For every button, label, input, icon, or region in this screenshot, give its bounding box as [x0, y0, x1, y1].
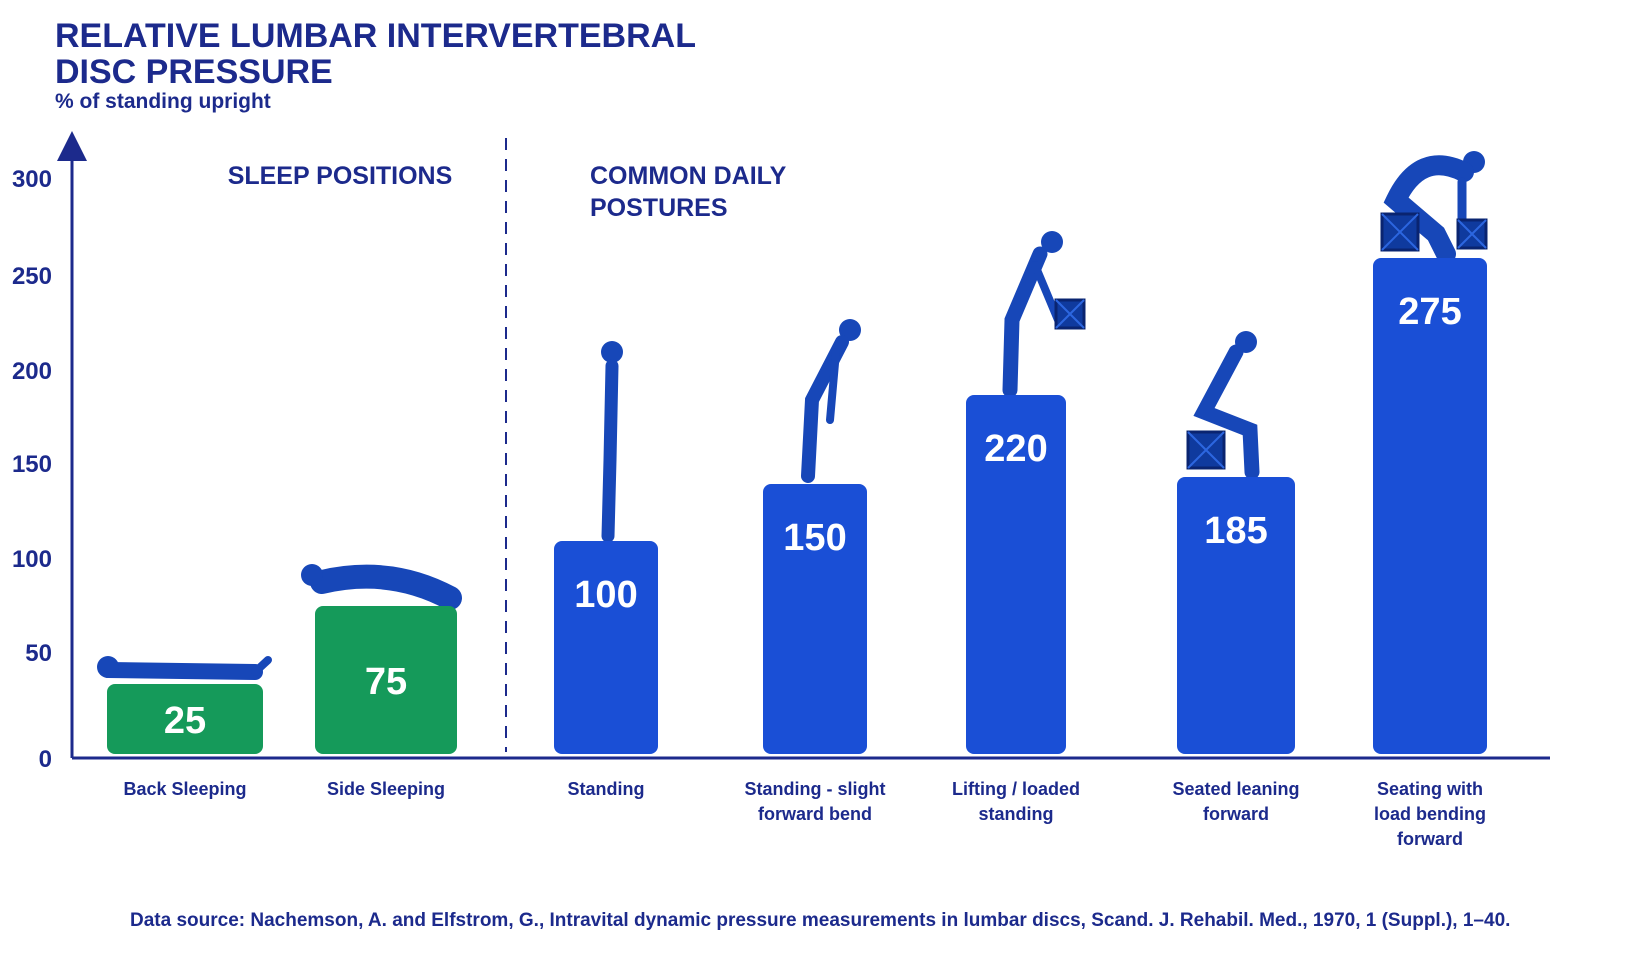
chart-title: RELATIVE LUMBAR INTERVERTEBRAL DISC PRES…	[55, 17, 696, 91]
bar-seating-with-load-bending-forward[interactable]	[1373, 258, 1487, 754]
figure-seated-icon	[1193, 344, 1260, 480]
figure-standing-head-icon	[601, 341, 623, 363]
y-tick-label: 200	[12, 358, 52, 385]
y-tick-label: 0	[39, 746, 52, 773]
box-icon-detail	[1457, 219, 1487, 249]
category-label: forward	[1203, 804, 1269, 824]
group-label-common-daily-postures: POSTURES	[590, 194, 728, 222]
category-label: forward bend	[758, 804, 872, 824]
bar-value-label: 185	[1204, 510, 1267, 552]
bar-value-label: 75	[365, 661, 407, 703]
bars-layer: 25 75 100 150 220 185 275	[107, 258, 1487, 754]
axes-layer: 0 50 100 150 200 250 300 SLEEP POSITIONS COMMON …	[12, 131, 1550, 849]
bar-back-sleeping[interactable]	[107, 684, 263, 754]
figure-side-sleeping-icon	[310, 564, 462, 610]
category-label: forward	[1397, 829, 1463, 849]
category-label: Back Sleeping	[123, 779, 246, 799]
y-tick-label: 50	[25, 640, 52, 667]
y-tick-label: 100	[12, 546, 52, 573]
category-label: Lifting / loaded	[952, 779, 1080, 799]
figure-side-sleeping-head-icon	[301, 564, 323, 586]
category-label: Seated leaning	[1172, 779, 1299, 799]
bar-value-label: 25	[164, 700, 206, 742]
figure-back-sleeping-feet-icon	[251, 656, 272, 676]
figure-back-sleeping-icon	[100, 662, 263, 680]
box-icon-detail	[1381, 213, 1419, 251]
category-label: Standing - slight	[745, 779, 886, 799]
category-label: Standing	[568, 779, 645, 799]
figure-forward-bend-arm-icon	[826, 348, 840, 424]
category-label: Side Sleeping	[327, 779, 445, 799]
figure-load-bending-icon	[1383, 155, 1474, 264]
bar-value-label: 275	[1398, 291, 1461, 333]
y-tick-label: 250	[12, 263, 52, 290]
y-tick-label: 300	[12, 166, 52, 193]
bar-value-label: 220	[984, 428, 1047, 470]
category-label: standing	[979, 804, 1054, 824]
bar-lifting-loaded-standing[interactable]	[966, 395, 1066, 754]
bar-value-label: 150	[783, 517, 846, 559]
bar-seated-leaning-forward[interactable]	[1177, 477, 1295, 754]
box-icon-detail	[1187, 431, 1225, 469]
figure-back-sleeping-head-icon	[97, 656, 119, 678]
bar-standing[interactable]	[554, 541, 658, 754]
bar-standing-slight-forward-bend[interactable]	[763, 484, 867, 754]
figure-lifting-arm-icon	[1031, 261, 1062, 324]
figure-lifting-icon	[1002, 246, 1048, 398]
data-source-note: Data source: Nachemson, A. and Elfstrom,…	[130, 910, 1511, 931]
figure-lifting-head-icon	[1041, 231, 1063, 253]
category-label: Seating with	[1377, 779, 1483, 799]
bar-value-label: 100	[574, 574, 637, 616]
group-label-sleep-positions: SLEEP POSITIONS	[228, 162, 453, 190]
posture-figures	[97, 151, 1488, 680]
category-label: load bending	[1374, 804, 1486, 824]
figure-standing-icon	[601, 359, 619, 543]
chart-subtitle: % of standing upright	[55, 90, 271, 113]
group-label-common-daily-postures: COMMON DAILY	[590, 162, 787, 190]
box-icon-detail	[1055, 299, 1085, 329]
bar-side-sleeping[interactable]	[315, 606, 457, 754]
y-tick-label: 150	[12, 451, 52, 478]
